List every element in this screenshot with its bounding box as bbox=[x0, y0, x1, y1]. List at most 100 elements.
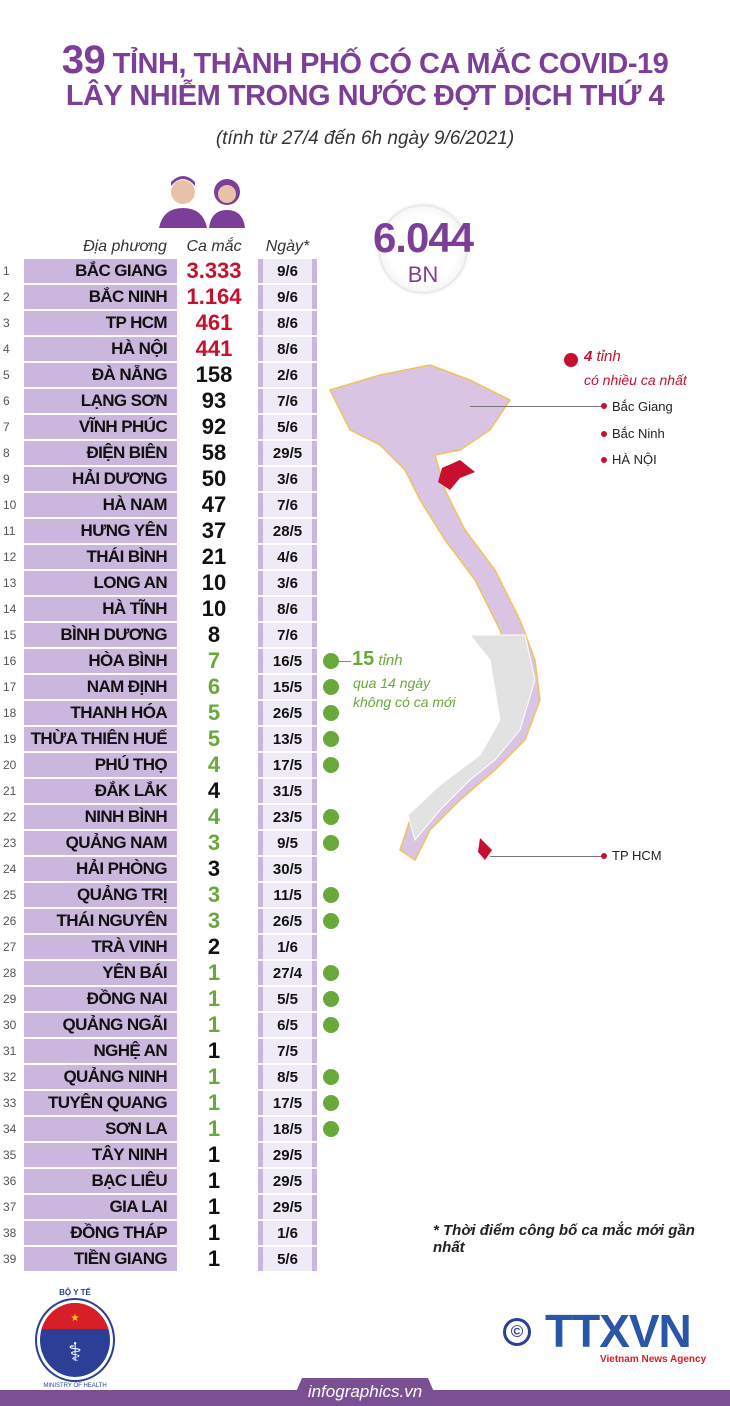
row-rank: 39 bbox=[3, 1252, 17, 1266]
row-date: 31/5 bbox=[263, 779, 312, 803]
table-row: 20 PHÚ THỌ 4 17/5 bbox=[0, 753, 360, 777]
row-cases: 2 bbox=[207, 934, 221, 959]
row-date: 5/5 bbox=[263, 987, 312, 1011]
table-row: 1 BẮC GIANG 3.333 9/6 bbox=[0, 259, 360, 283]
ministry-of-health-logo: ★ ⚕ bbox=[37, 1300, 113, 1380]
row-rank: 29 bbox=[3, 992, 17, 1006]
row-cases: 37 bbox=[201, 518, 227, 543]
leader-line bbox=[470, 406, 602, 407]
row-province: HƯNG YÊN bbox=[24, 519, 177, 543]
table-row: 18 THANH HÓA 5 26/5 bbox=[0, 701, 360, 725]
row-cases: 1 bbox=[207, 1194, 221, 1219]
row-rank: 1 bbox=[3, 264, 10, 278]
row-date: 23/5 bbox=[263, 805, 312, 829]
header-cases: Ca mắc bbox=[186, 238, 242, 255]
row-date-cell: 9/5 bbox=[258, 831, 317, 855]
row-date: 28/5 bbox=[263, 519, 312, 543]
row-cases: 1 bbox=[207, 1220, 221, 1245]
row-rank: 27 bbox=[3, 940, 17, 954]
no-new-case-dot bbox=[323, 653, 339, 669]
table-row: 2 BẮC NINH 1.164 9/6 bbox=[0, 285, 360, 309]
row-province: NINH BÌNH bbox=[24, 805, 177, 829]
row-province: LONG AN bbox=[24, 571, 177, 595]
row-cases: 3 bbox=[207, 882, 221, 907]
total-cases: 6.044 bbox=[372, 214, 474, 261]
row-rank: 4 bbox=[3, 342, 10, 356]
table-row: 31 NGHỆ AN 1 7/5 bbox=[0, 1039, 360, 1063]
legend-top-title: 4 tỉnh bbox=[584, 348, 621, 365]
row-date: 8/6 bbox=[263, 311, 312, 335]
map-label-bac-ninh: Bắc Ninh bbox=[612, 426, 665, 441]
row-province: THÁI NGUYÊN bbox=[24, 909, 177, 933]
ttxvn-logo: TTXVN bbox=[545, 1305, 692, 1357]
row-rank: 18 bbox=[3, 706, 17, 720]
row-date-cell: 8/6 bbox=[258, 597, 317, 621]
legend-top-desc: có nhiều ca nhất bbox=[584, 372, 687, 388]
row-date-cell: 3/6 bbox=[258, 467, 317, 491]
table-row: 12 THÁI BÌNH 21 4/6 bbox=[0, 545, 360, 569]
total-unit: BN bbox=[407, 262, 439, 287]
row-province: HẢI DƯƠNG bbox=[24, 467, 177, 491]
row-date-cell: 13/5 bbox=[258, 727, 317, 751]
table-row: 21 ĐẮK LẮK 4 31/5 bbox=[0, 779, 360, 803]
table-row: 30 QUẢNG NGÃI 1 6/5 bbox=[0, 1013, 360, 1037]
row-province: HÀ NAM bbox=[24, 493, 177, 517]
row-date: 29/5 bbox=[263, 441, 312, 465]
row-date-cell: 3/6 bbox=[258, 571, 317, 595]
row-cases: 92 bbox=[201, 414, 227, 439]
map-label-bac-giang: Bắc Giang bbox=[612, 399, 673, 414]
no-new-case-dot bbox=[323, 679, 339, 695]
table-row: 39 TIỀN GIANG 1 5/6 bbox=[0, 1247, 360, 1271]
table-row: 29 ĐỒNG NAI 1 5/5 bbox=[0, 987, 360, 1011]
row-date: 7/5 bbox=[263, 1039, 312, 1063]
row-rank: 32 bbox=[3, 1070, 17, 1084]
row-rank: 14 bbox=[3, 602, 17, 616]
row-date: 30/5 bbox=[263, 857, 312, 881]
row-date: 17/5 bbox=[263, 1091, 312, 1115]
row-date-cell: 7/6 bbox=[258, 389, 317, 413]
row-province: BÌNH DƯƠNG bbox=[24, 623, 177, 647]
table-row: 13 LONG AN 10 3/6 bbox=[0, 571, 360, 595]
row-province: ĐỒNG THÁP bbox=[24, 1221, 177, 1245]
no-new-case-dot bbox=[323, 991, 339, 1007]
row-rank: 17 bbox=[3, 680, 17, 694]
row-date: 1/6 bbox=[263, 1221, 312, 1245]
row-date: 15/5 bbox=[263, 675, 312, 699]
row-province: BẮC GIANG bbox=[24, 259, 177, 283]
row-rank: 5 bbox=[3, 368, 10, 382]
row-province: VĨNH PHÚC bbox=[24, 415, 177, 439]
row-date: 3/6 bbox=[263, 571, 312, 595]
row-cases: 461 bbox=[195, 310, 233, 335]
row-date: 2/6 bbox=[263, 363, 312, 387]
row-rank: 23 bbox=[3, 836, 17, 850]
row-cases: 6 bbox=[207, 674, 221, 699]
row-date: 7/6 bbox=[263, 623, 312, 647]
row-cases: 58 bbox=[201, 440, 227, 465]
row-rank: 37 bbox=[3, 1200, 17, 1214]
footer-tab bbox=[290, 1378, 440, 1406]
row-cases: 441 bbox=[195, 336, 233, 361]
row-date: 8/6 bbox=[263, 597, 312, 621]
row-province: SƠN LA bbox=[24, 1117, 177, 1141]
row-province: ĐẮK LẮK bbox=[24, 779, 177, 803]
row-province: HẢI PHÒNG bbox=[24, 857, 177, 881]
table-row: 19 THỪA THIÊN HUẾ 5 13/5 bbox=[0, 727, 360, 751]
row-cases: 3 bbox=[207, 856, 221, 881]
row-date-cell: 16/5 bbox=[258, 649, 317, 673]
row-date: 6/5 bbox=[263, 1013, 312, 1037]
row-cases: 3 bbox=[207, 908, 221, 933]
row-rank: 24 bbox=[3, 862, 17, 876]
no-new-case-dot bbox=[323, 913, 339, 929]
label-dot bbox=[601, 403, 607, 409]
row-cases: 5 bbox=[207, 726, 221, 751]
row-cases: 1 bbox=[207, 986, 221, 1011]
table-row: 5 ĐÀ NẴNG 158 2/6 bbox=[0, 363, 360, 387]
row-province: PHÚ THỌ bbox=[24, 753, 177, 777]
row-cases: 4 bbox=[207, 804, 221, 829]
row-rank: 36 bbox=[3, 1174, 17, 1188]
legend-green-word: tỉnh bbox=[374, 652, 403, 669]
row-date: 26/5 bbox=[263, 909, 312, 933]
no-new-case-dot bbox=[323, 809, 339, 825]
row-province: QUẢNG NGÃI bbox=[24, 1013, 177, 1037]
row-cases: 1 bbox=[207, 960, 221, 985]
